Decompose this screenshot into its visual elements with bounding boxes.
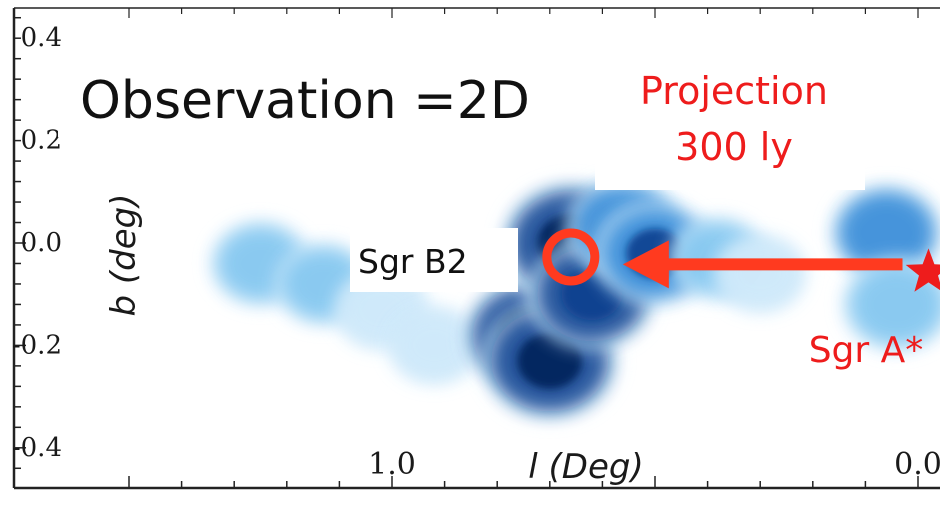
sgr-a-label: Sgr A* [809, 330, 924, 371]
y-tick-labels: 0.4 0.2 0.0 -0.2 -0.4 [12, 23, 62, 463]
x-axis-label: l (Deg) [528, 447, 643, 487]
projection-line2: 300 ly [675, 125, 793, 169]
x-tick-labels: 1.0 0.0 [368, 447, 940, 482]
observation-label-box [58, 55, 570, 137]
emission-core [517, 332, 583, 389]
plot-frame [12, 7, 940, 490]
emission-blob [394, 312, 474, 379]
emission-blob [721, 240, 800, 307]
y-tick-label: -0.4 [12, 433, 62, 463]
observation-label: Observation =2D [80, 71, 530, 131]
x-tick-label: 1.0 [368, 447, 416, 482]
markers [542, 228, 940, 292]
y-axis-label: b (deg) [104, 193, 144, 316]
sgr-a-star-marker [905, 248, 940, 292]
sgr-b2-marker [542, 228, 600, 286]
projection-label-box [595, 42, 865, 190]
emission-blob [838, 191, 935, 274]
projection-arrow-head [622, 240, 669, 289]
sgr-b2-annotation: Sgr B2 [350, 228, 518, 292]
axis-ticks [14, 8, 919, 488]
y-tick-label: 0.2 [21, 126, 62, 156]
x-tick-label: 0.0 [894, 447, 940, 482]
projection-annotation: Projection 300 ly [595, 42, 865, 190]
sgr-b2-label: Sgr B2 [358, 242, 468, 281]
y-tick-label: -0.2 [12, 330, 62, 360]
observation-annotation: Observation =2D [58, 55, 570, 137]
y-tick-label: 0.4 [21, 23, 62, 53]
sgr-b2-label-box [350, 228, 518, 292]
projection-line1: Projection [640, 69, 828, 113]
y-tick-label: 0.0 [21, 228, 62, 258]
